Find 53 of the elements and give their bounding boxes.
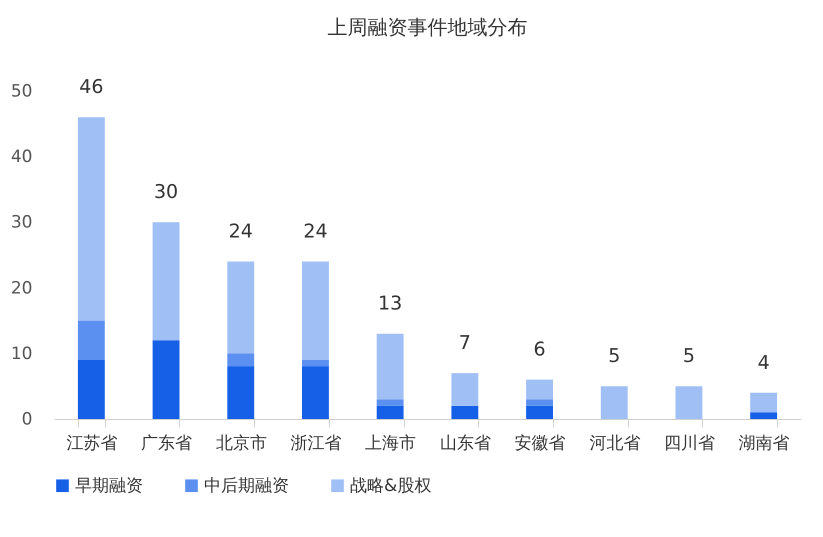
y-tick-label: 40 (10, 147, 32, 168)
bar (302, 262, 329, 360)
total-label: 7 (458, 332, 471, 354)
bar (227, 262, 254, 354)
total-label: 5 (682, 345, 695, 368)
total-label: 24 (303, 220, 328, 243)
bar (376, 334, 404, 400)
x-tick-label: 河北省 (589, 434, 640, 454)
total-label: 5 (608, 345, 620, 368)
bar (376, 399, 404, 406)
bar (302, 360, 329, 367)
total-label: 4 (758, 352, 770, 374)
chart-title: 上周融资事件地域分布 (328, 15, 528, 40)
x-tick-label: 山东省 (440, 434, 491, 454)
bar (227, 366, 254, 419)
y-tick-label: 30 (10, 212, 32, 233)
bar (526, 399, 553, 406)
total-label: 30 (154, 181, 178, 204)
x-tick-label: 湖南省 (738, 434, 790, 454)
legend-label: 早期融资 (75, 476, 143, 496)
bar (750, 412, 778, 419)
y-tick-label: 50 (10, 82, 32, 102)
bar (451, 373, 478, 406)
bar (750, 392, 778, 412)
bar (526, 406, 553, 419)
bar (152, 340, 180, 419)
bar (152, 222, 180, 340)
y-tick-label: 10 (10, 344, 32, 364)
bar (676, 386, 702, 419)
x-tick-label: 北京市 (216, 434, 267, 454)
bar (78, 360, 105, 419)
total-label: 46 (79, 76, 104, 98)
total-label: 13 (378, 292, 402, 315)
total-label: 6 (534, 338, 546, 361)
bar (302, 366, 329, 419)
x-tick-label: 安徽省 (514, 434, 566, 454)
bar (526, 380, 553, 400)
bar (600, 386, 628, 419)
x-tick-label: 浙江省 (290, 434, 342, 454)
bar (78, 320, 105, 360)
x-tick-label: 上海市 (365, 434, 416, 454)
legend-label: 战略&股权 (350, 476, 432, 496)
bar (78, 117, 105, 321)
bar (451, 406, 478, 419)
legend-label: 中后期融资 (204, 476, 289, 496)
y-tick-label: 20 (10, 278, 32, 298)
x-tick-label: 四川省 (664, 434, 715, 454)
bar (376, 406, 404, 419)
x-tick-label: 江苏省 (66, 434, 118, 454)
total-label: 24 (228, 220, 253, 243)
y-tick-label: 0 (22, 410, 32, 430)
bar (227, 353, 254, 367)
x-tick-label: 广东省 (141, 434, 192, 454)
